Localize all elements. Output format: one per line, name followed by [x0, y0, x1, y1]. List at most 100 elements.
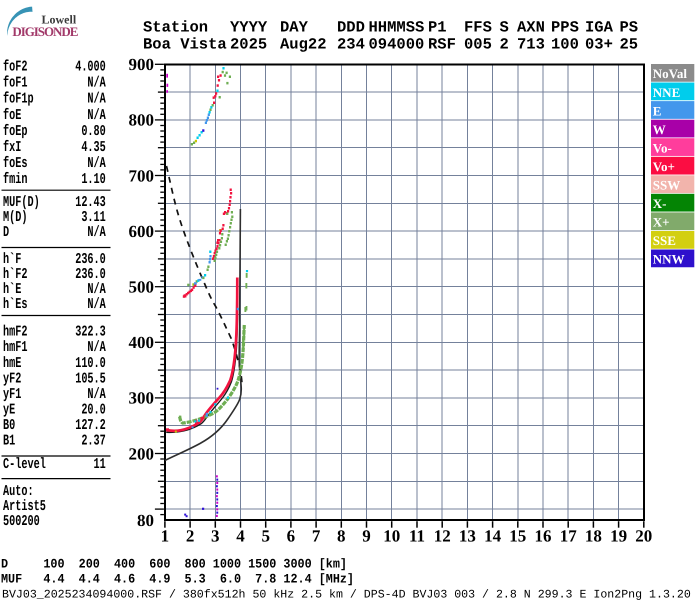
svg-text:N/A: N/A [87, 91, 105, 108]
svg-text:M(D): M(D) [3, 209, 27, 226]
svg-text:127.2: 127.2 [75, 417, 106, 434]
svg-text:FFS: FFS [464, 18, 492, 36]
svg-text:N/A: N/A [87, 224, 105, 241]
svg-text:Artist5: Artist5 [3, 498, 46, 515]
svg-text:4.000: 4.000 [75, 59, 106, 76]
svg-text:P1: P1 [428, 18, 447, 36]
svg-text:Aug22: Aug22 [280, 35, 327, 53]
svg-text:1: 1 [161, 527, 170, 546]
svg-text:2: 2 [186, 527, 195, 546]
svg-text:C-level: C-level [3, 456, 46, 473]
svg-text:11: 11 [409, 527, 425, 546]
svg-text:foF2: foF2 [3, 59, 27, 76]
svg-text:236.0: 236.0 [75, 251, 106, 268]
svg-text:N/A: N/A [87, 155, 105, 172]
svg-text:IGA: IGA [585, 18, 614, 36]
svg-text:094000: 094000 [369, 35, 425, 53]
svg-text:N/A: N/A [87, 75, 105, 92]
svg-text:NNW: NNW [653, 252, 685, 267]
svg-text:12.43: 12.43 [75, 194, 106, 211]
svg-text:200: 200 [129, 444, 155, 463]
svg-text:N/A: N/A [87, 281, 105, 298]
svg-text:900: 900 [129, 55, 155, 74]
svg-text:fmin: fmin [3, 171, 27, 188]
svg-text:16: 16 [535, 527, 552, 546]
svg-text:h`Es: h`Es [3, 296, 27, 313]
svg-text:105.5: 105.5 [75, 370, 106, 387]
svg-text:YYYY: YYYY [230, 18, 268, 36]
svg-text:2025: 2025 [230, 35, 267, 53]
svg-text:N/A: N/A [87, 339, 105, 356]
svg-text:5: 5 [261, 527, 270, 546]
svg-text:MUF 4.4 4.4 4.6 4.9 5.3: MUF 4.4 4.4 4.6 4.9 5.3 6.0 7.8 12.4 [MH… [1, 572, 354, 587]
svg-text:80: 80 [137, 511, 154, 530]
svg-text:15: 15 [509, 527, 526, 546]
svg-text:500: 500 [129, 278, 155, 297]
svg-text:800: 800 [129, 111, 155, 130]
svg-text:B1: B1 [3, 432, 15, 449]
svg-text:Lowell: Lowell [42, 13, 77, 27]
svg-text:hmF2: hmF2 [3, 324, 27, 341]
svg-text:X+: X+ [653, 215, 670, 230]
svg-text:MUF(D): MUF(D) [3, 194, 40, 211]
svg-text:25: 25 [620, 35, 639, 53]
svg-text:NNE: NNE [653, 85, 680, 100]
svg-text:h`F: h`F [3, 251, 21, 268]
svg-text:NoVal: NoVal [653, 66, 688, 81]
svg-text:AXN: AXN [517, 18, 545, 36]
svg-text:600: 600 [129, 222, 155, 241]
svg-text:SSE: SSE [653, 233, 676, 248]
svg-text:h`F2: h`F2 [3, 266, 27, 283]
svg-text:2.37: 2.37 [81, 432, 105, 449]
svg-text:3.11: 3.11 [81, 209, 105, 226]
svg-text:17: 17 [560, 527, 578, 546]
svg-text:8: 8 [337, 527, 346, 546]
svg-text:6: 6 [287, 527, 296, 546]
svg-text:N/A: N/A [87, 296, 105, 313]
svg-text:7: 7 [312, 527, 321, 546]
svg-text:700: 700 [129, 166, 155, 185]
svg-text:9: 9 [362, 527, 371, 546]
svg-text:yF2: yF2 [3, 370, 21, 387]
svg-text:W: W [653, 122, 666, 137]
svg-text:03+: 03+ [585, 35, 613, 53]
svg-text:300: 300 [129, 389, 155, 408]
svg-text:500200: 500200 [3, 513, 40, 530]
svg-text:236.0: 236.0 [75, 266, 106, 283]
svg-text:Auto:: Auto: [3, 483, 34, 500]
svg-text:4: 4 [236, 527, 245, 546]
svg-text:2: 2 [500, 35, 509, 53]
svg-text:DDD: DDD [337, 18, 365, 36]
svg-text:18: 18 [585, 527, 602, 546]
svg-text:13: 13 [459, 527, 476, 546]
svg-text:3: 3 [211, 527, 220, 546]
svg-text:005: 005 [464, 35, 492, 53]
svg-text:RSF: RSF [428, 35, 456, 53]
svg-text:713: 713 [517, 35, 545, 53]
svg-text:20: 20 [635, 527, 652, 546]
svg-text:E: E [653, 103, 662, 118]
svg-text:14: 14 [484, 527, 502, 546]
svg-text:foEp: foEp [3, 123, 27, 140]
svg-text:Boa Vista: Boa Vista [143, 35, 227, 53]
svg-text:DAY: DAY [280, 18, 309, 36]
svg-text:HHMMSS: HHMMSS [369, 18, 425, 36]
svg-text:N/A: N/A [87, 107, 105, 124]
svg-text:Vo-: Vo- [653, 140, 672, 155]
svg-text:322.3: 322.3 [75, 324, 106, 341]
svg-text:1.10: 1.10 [81, 171, 105, 188]
svg-text:DIGISONDE: DIGISONDE [12, 24, 77, 39]
svg-text:10: 10 [383, 527, 400, 546]
svg-text:yF1: yF1 [3, 386, 21, 403]
svg-text:SSW: SSW [653, 178, 680, 193]
svg-text:400: 400 [129, 333, 155, 352]
svg-text:Vo+: Vo+ [653, 159, 675, 174]
svg-text:N/A: N/A [87, 386, 105, 403]
svg-text:foE: foE [3, 107, 21, 124]
svg-text:BVJ03_2025234094000.RSF / 380f: BVJ03_2025234094000.RSF / 380fx512h 50 k… [2, 588, 691, 600]
svg-text:11: 11 [94, 456, 106, 473]
svg-text:foF1p: foF1p [3, 91, 34, 108]
svg-text:X-: X- [653, 196, 667, 211]
svg-text:12: 12 [434, 527, 451, 546]
svg-text:S: S [500, 18, 509, 36]
